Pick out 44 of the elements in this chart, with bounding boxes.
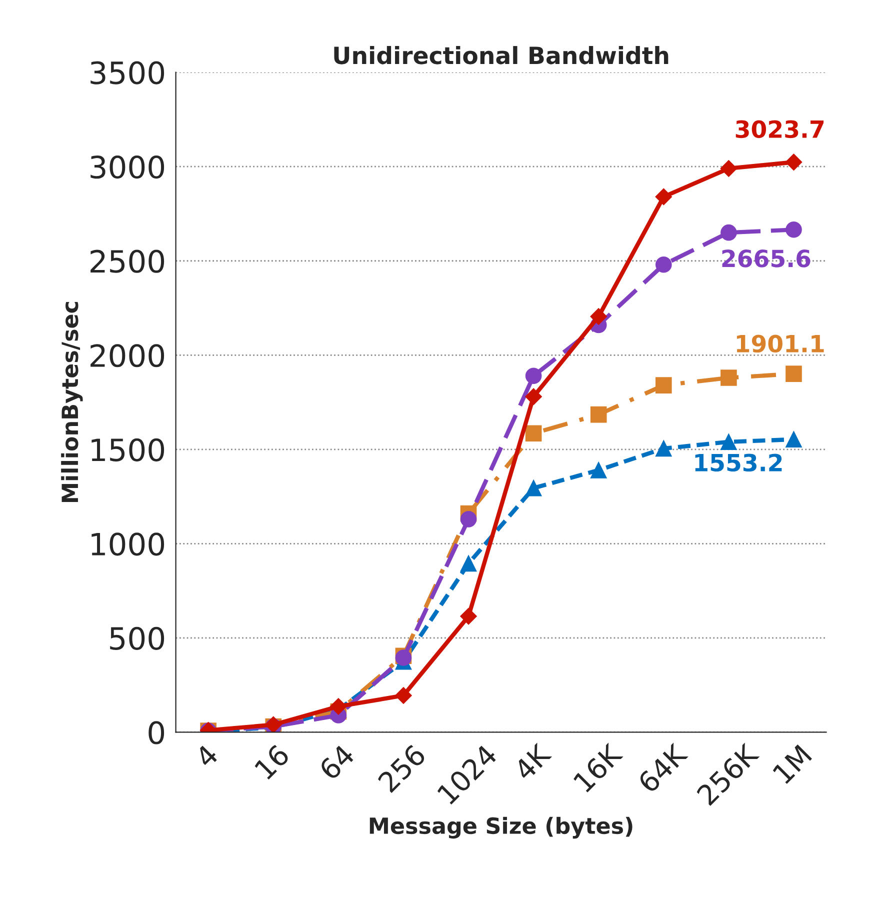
point bbox=[720, 160, 738, 177]
point bbox=[460, 511, 477, 528]
y-tick-label: 3000 bbox=[90, 156, 164, 179]
point bbox=[720, 224, 737, 241]
data-label: 2665.6 bbox=[722, 250, 810, 268]
y-tick-label: 3500 bbox=[90, 61, 164, 84]
point bbox=[786, 431, 802, 448]
point bbox=[590, 308, 607, 325]
point bbox=[525, 425, 542, 442]
point bbox=[590, 462, 607, 478]
y-tick-label: 2000 bbox=[90, 344, 164, 368]
point bbox=[655, 377, 672, 394]
point bbox=[655, 188, 672, 206]
data-label: 3023.7 bbox=[736, 120, 824, 138]
x-tick-label: 4 bbox=[194, 744, 219, 768]
point bbox=[525, 388, 542, 405]
y-tick-label: 500 bbox=[110, 626, 164, 650]
x-tick-label: 4K bbox=[512, 742, 552, 782]
y-tick-label: 1000 bbox=[92, 532, 164, 556]
point bbox=[720, 370, 737, 386]
point bbox=[655, 440, 672, 457]
x-tick-label: 1M bbox=[772, 744, 812, 784]
point bbox=[525, 368, 542, 384]
point bbox=[786, 221, 802, 238]
x-tick-label: 64 bbox=[318, 743, 356, 781]
point bbox=[330, 698, 347, 715]
point bbox=[655, 256, 672, 273]
x-axis-title: Message Size (bytes) bbox=[370, 816, 632, 839]
point bbox=[786, 366, 802, 382]
y-tick-label: 0 bbox=[148, 721, 164, 744]
point bbox=[525, 480, 542, 496]
x-tick-label: 16 bbox=[254, 744, 290, 780]
y-tick-label: 2500 bbox=[90, 250, 164, 273]
point bbox=[460, 608, 477, 625]
point bbox=[460, 555, 477, 572]
point bbox=[785, 154, 802, 170]
data-label: 1553.2 bbox=[695, 454, 782, 472]
chart-title: Unidirectional Bandwidth bbox=[334, 46, 668, 64]
y-tick-label: 1500 bbox=[92, 438, 164, 462]
point bbox=[590, 406, 607, 423]
y-axis-title: MillionBytes/sec bbox=[61, 302, 83, 502]
point bbox=[720, 434, 737, 450]
point bbox=[395, 687, 412, 704]
data-label: 1901.1 bbox=[736, 334, 824, 353]
